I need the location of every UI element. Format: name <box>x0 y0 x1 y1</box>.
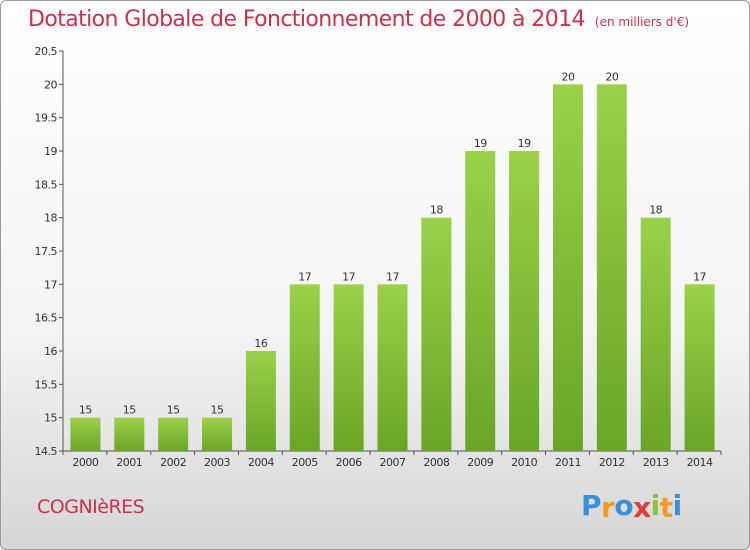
logo-letter: t <box>659 491 673 524</box>
bar-value-label: 15 <box>123 404 136 417</box>
bar-value-label: 17 <box>693 270 706 283</box>
x-tick-label: 2003 <box>204 456 230 469</box>
y-tick-label: 19.5 <box>35 112 58 125</box>
bar <box>552 84 583 451</box>
logo-letter: x <box>633 491 651 524</box>
bar <box>70 417 101 451</box>
bar-value-label: 18 <box>649 204 662 217</box>
bar-value-label: 15 <box>79 404 92 417</box>
bar <box>509 151 540 451</box>
bar <box>421 217 452 451</box>
bar <box>377 284 408 451</box>
bar <box>640 217 671 451</box>
y-tick-label: 17.5 <box>35 245 58 258</box>
chart-title: Dotation Globale de Fonctionnement de 20… <box>28 7 689 32</box>
logo-letter: r <box>601 491 615 524</box>
bar <box>596 84 627 451</box>
logo-letter: i <box>650 489 661 522</box>
unit-label: (en milliers d'€) <box>594 15 690 29</box>
x-tick-label: 2001 <box>116 456 142 469</box>
x-tick-label: 2011 <box>555 456 581 469</box>
bars <box>70 84 715 451</box>
logo-letter: P <box>581 489 602 522</box>
x-tick-label: 2009 <box>467 456 493 469</box>
y-tick-label: 15 <box>44 412 57 425</box>
x-tick-label: 2008 <box>423 456 449 469</box>
bar <box>333 284 364 451</box>
x-tick-label: 2014 <box>687 456 713 469</box>
bar-labels: 15 15 15 15 16 17 17 17 18 19 19 20 20 18 17 <box>79 70 707 416</box>
bar-value-label: 20 <box>561 70 574 83</box>
y-tick-label: 19 <box>44 145 57 158</box>
bar-value-label: 16 <box>254 337 267 350</box>
bar-value-label: 17 <box>342 270 355 283</box>
y-tick-label: 17 <box>44 278 57 291</box>
bar-value-label: 19 <box>518 137 531 150</box>
bar <box>289 284 320 451</box>
title-text: Dotation Globale de Fonctionnement de 20… <box>28 7 586 32</box>
x-tick-label: 2013 <box>643 456 669 469</box>
y-tick-label: 14.5 <box>35 445 58 458</box>
bar <box>158 417 189 451</box>
proxiti-logo: Proxiti <box>581 489 683 524</box>
bar-value-label: 19 <box>474 137 487 150</box>
bar <box>114 417 145 451</box>
x-tick-label: 2000 <box>72 456 98 469</box>
y-tick-label: 20 <box>44 78 57 91</box>
y-tick-label: 18.5 <box>35 178 58 191</box>
y-tick-label: 18 <box>44 212 57 225</box>
x-tick-label: 2006 <box>336 456 362 469</box>
bar <box>465 151 496 451</box>
x-tick-label: 2012 <box>599 456 625 469</box>
x-tick-label: 2010 <box>511 456 537 469</box>
x-tick-label: 2007 <box>380 456 406 469</box>
bar <box>202 417 233 451</box>
x-tick-label: 2004 <box>248 456 274 469</box>
bar-value-label: 15 <box>167 404 180 417</box>
y-tick-label: 16 <box>44 345 57 358</box>
logo-letter: o <box>614 489 634 522</box>
city-name: COGNIèRES <box>37 496 145 518</box>
bar-value-label: 15 <box>211 404 224 417</box>
logo-letter: i <box>672 489 683 522</box>
x-tick-label: 2002 <box>160 456 186 469</box>
y-tick-label: 16.5 <box>35 312 58 325</box>
bar <box>245 351 276 451</box>
bar-value-label: 17 <box>298 270 311 283</box>
axes: 14.5 15 15.5 16 16.5 17 17.5 18 18.5 19 19.5 20 20.5… <box>35 45 722 469</box>
bar-value-label: 18 <box>430 204 443 217</box>
bar-value-label: 17 <box>386 270 399 283</box>
y-tick-label: 20.5 <box>35 45 58 58</box>
y-tick-label: 15.5 <box>35 378 58 391</box>
bar <box>684 284 715 451</box>
x-tick-label: 2005 <box>292 456 318 469</box>
bar-value-label: 20 <box>605 70 618 83</box>
